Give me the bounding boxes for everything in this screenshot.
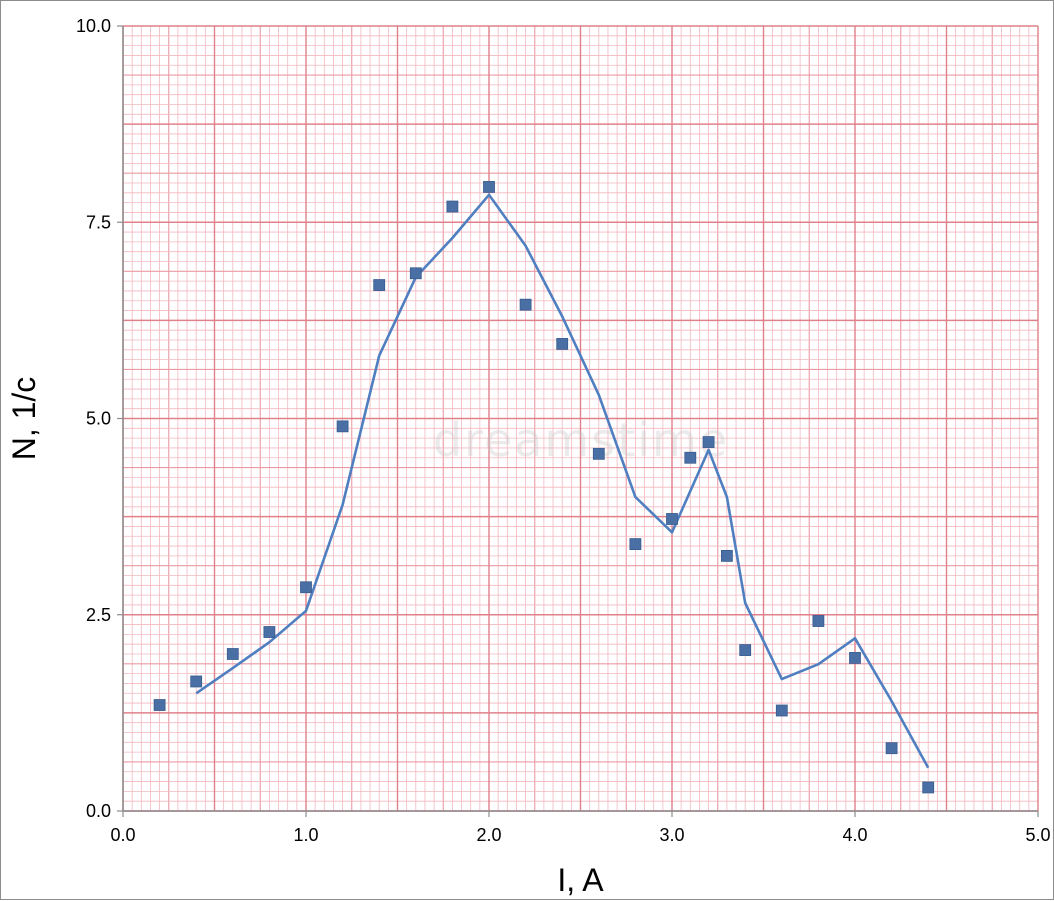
y-tick-label: 5.0 [86, 409, 111, 429]
series-line [195, 193, 930, 769]
data-point [409, 267, 422, 280]
data-point [336, 420, 349, 433]
x-tick-label: 0.0 [110, 825, 135, 845]
y-axis-title: N, 1/c [6, 377, 42, 461]
data-point [373, 279, 386, 291]
x-tick-label: 1.0 [293, 825, 318, 845]
x-tick-label: 4.0 [842, 825, 867, 845]
data-point [263, 626, 276, 638]
data-markers-series [153, 181, 935, 794]
x-axis-tick-labels: 0.0 1.0 2.0 3.0 4.0 5.0 [110, 825, 1050, 845]
data-point [519, 298, 532, 311]
data-point [812, 615, 825, 627]
major-grid [122, 25, 1039, 812]
fitted-line-series [195, 193, 930, 769]
data-point [226, 648, 239, 660]
data-point [702, 436, 715, 448]
data-point [739, 644, 752, 656]
data-point [684, 451, 697, 464]
data-point [629, 538, 642, 550]
y-tick-label: 7.5 [86, 212, 111, 232]
data-point [556, 338, 569, 350]
y-tick-label: 10.0 [76, 16, 111, 36]
data-point [446, 200, 459, 213]
data-point [190, 675, 203, 688]
data-point [849, 652, 861, 664]
data-point [666, 513, 678, 525]
data-point [153, 699, 166, 711]
data-point [922, 781, 935, 794]
data-point [592, 447, 605, 460]
x-axis-title: I, A [557, 862, 604, 898]
data-point [483, 181, 495, 193]
x-tick-label: 5.0 [1025, 825, 1050, 845]
y-axis-tick-labels: 0.0 2.5 5.0 7.5 10.0 [76, 16, 111, 821]
data-point [775, 704, 788, 717]
plot-area-border [117, 25, 1039, 817]
y-tick-label: 2.5 [86, 605, 111, 625]
x-tick-label: 2.0 [476, 825, 501, 845]
y-tick-label: 0.0 [86, 801, 111, 821]
watermark: dreamstime [433, 413, 729, 467]
x-tick-label: 3.0 [659, 825, 684, 845]
data-point [721, 549, 733, 562]
data-point [300, 581, 312, 594]
data-point [885, 742, 898, 755]
